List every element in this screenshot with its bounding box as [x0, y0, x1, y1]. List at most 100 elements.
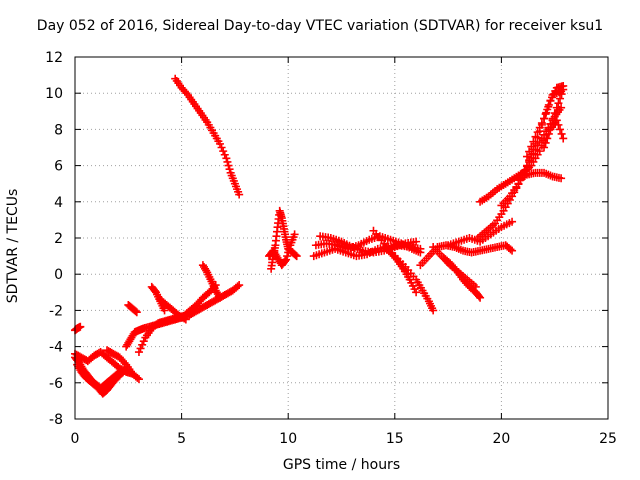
series-track-aa — [514, 168, 566, 185]
series-track-w — [444, 217, 517, 250]
data-point — [529, 137, 538, 146]
series-track-d — [71, 348, 137, 378]
y-tick-label: -8 — [49, 412, 63, 428]
series-track-l — [171, 74, 244, 199]
data-point — [508, 246, 517, 255]
series-track-k — [198, 261, 224, 302]
data-point — [543, 105, 552, 114]
data-point — [235, 190, 244, 199]
data-point — [537, 119, 546, 128]
data-point — [139, 337, 148, 346]
data-point — [138, 340, 147, 349]
data-point — [120, 358, 129, 367]
series-track-g — [134, 281, 220, 357]
data-point — [540, 143, 549, 152]
grid-layer — [75, 57, 608, 419]
data-point — [416, 244, 425, 253]
data-point — [556, 94, 565, 103]
plot-frame — [74, 56, 609, 420]
data-point — [134, 348, 143, 357]
tick-layer: 0 5 10 15 20 25 -8 -6 -4 -2 0 2 4 6 8 10 12 — [45, 50, 617, 447]
series-track-ab — [522, 81, 568, 161]
y-tick-label: 4 — [54, 195, 63, 211]
series-track-ac — [540, 116, 568, 152]
x-axis-label: GPS time / hours — [282, 457, 401, 473]
data-point — [222, 154, 231, 163]
data-point — [506, 245, 515, 254]
y-tick-label: -6 — [49, 376, 63, 392]
data-point — [282, 255, 291, 264]
data-point — [559, 134, 568, 143]
data-point — [533, 128, 542, 137]
data-point — [180, 314, 189, 323]
y-axis-label: SDTVAR / TECUs — [5, 188, 21, 304]
data-point — [548, 114, 557, 123]
data-point — [223, 157, 232, 166]
data-point — [132, 308, 141, 317]
data-point — [522, 152, 531, 161]
y-tick-label: -4 — [49, 340, 63, 356]
y-tick-label: 12 — [45, 50, 63, 66]
series-track-c — [73, 360, 124, 398]
data-point — [283, 252, 292, 261]
data-point — [557, 90, 566, 99]
data-point — [543, 134, 552, 143]
data-point — [552, 103, 561, 112]
data-point — [292, 252, 301, 261]
data-point — [285, 244, 294, 253]
data-point — [284, 248, 293, 257]
series-track-q — [316, 232, 421, 257]
y-tick-label: -2 — [49, 303, 63, 319]
series-track-e — [102, 346, 143, 384]
data-point — [556, 125, 565, 134]
data-point — [290, 230, 299, 239]
data-point — [540, 114, 549, 123]
x-tick-label: 15 — [386, 431, 404, 447]
series-track-h — [124, 300, 141, 317]
data-point — [134, 375, 143, 384]
data-point — [412, 237, 421, 246]
y-tick-label: 10 — [45, 86, 63, 102]
x-tick-label: 5 — [177, 431, 186, 447]
series-track-a — [71, 322, 85, 335]
data-point — [219, 147, 228, 156]
data-point — [544, 100, 553, 109]
data-point — [412, 288, 421, 297]
data-point — [475, 292, 484, 301]
data-layer — [71, 74, 568, 398]
series-track-t — [416, 241, 517, 270]
data-point — [527, 142, 536, 151]
x-tick-label: 10 — [279, 431, 297, 447]
series-track-z — [476, 85, 568, 206]
x-tick-label: 20 — [492, 431, 510, 447]
data-point — [136, 344, 145, 353]
data-point — [233, 282, 242, 291]
data-point — [76, 322, 85, 331]
x-tick-label: 0 — [71, 431, 80, 447]
y-tick-label: 8 — [54, 122, 63, 138]
data-point — [557, 174, 566, 183]
data-point — [541, 110, 550, 119]
data-point — [224, 161, 233, 170]
data-point — [552, 116, 561, 125]
data-point — [215, 293, 224, 302]
series-track-i — [147, 282, 169, 315]
data-point — [181, 315, 190, 324]
data-point — [215, 139, 224, 148]
series-track-n — [265, 230, 299, 270]
data-point — [535, 147, 544, 156]
data-point — [133, 373, 142, 382]
data-point — [541, 138, 550, 147]
data-point — [429, 306, 438, 315]
data-point — [225, 165, 234, 174]
data-point — [471, 282, 480, 291]
data-point — [550, 109, 559, 118]
chart-title: Day 052 of 2016, Sidereal Day-to-day VTE… — [36, 18, 604, 34]
data-point — [508, 217, 517, 226]
data-point — [544, 129, 553, 138]
data-point — [114, 372, 123, 381]
data-point — [182, 89, 191, 98]
data-point — [554, 99, 563, 108]
